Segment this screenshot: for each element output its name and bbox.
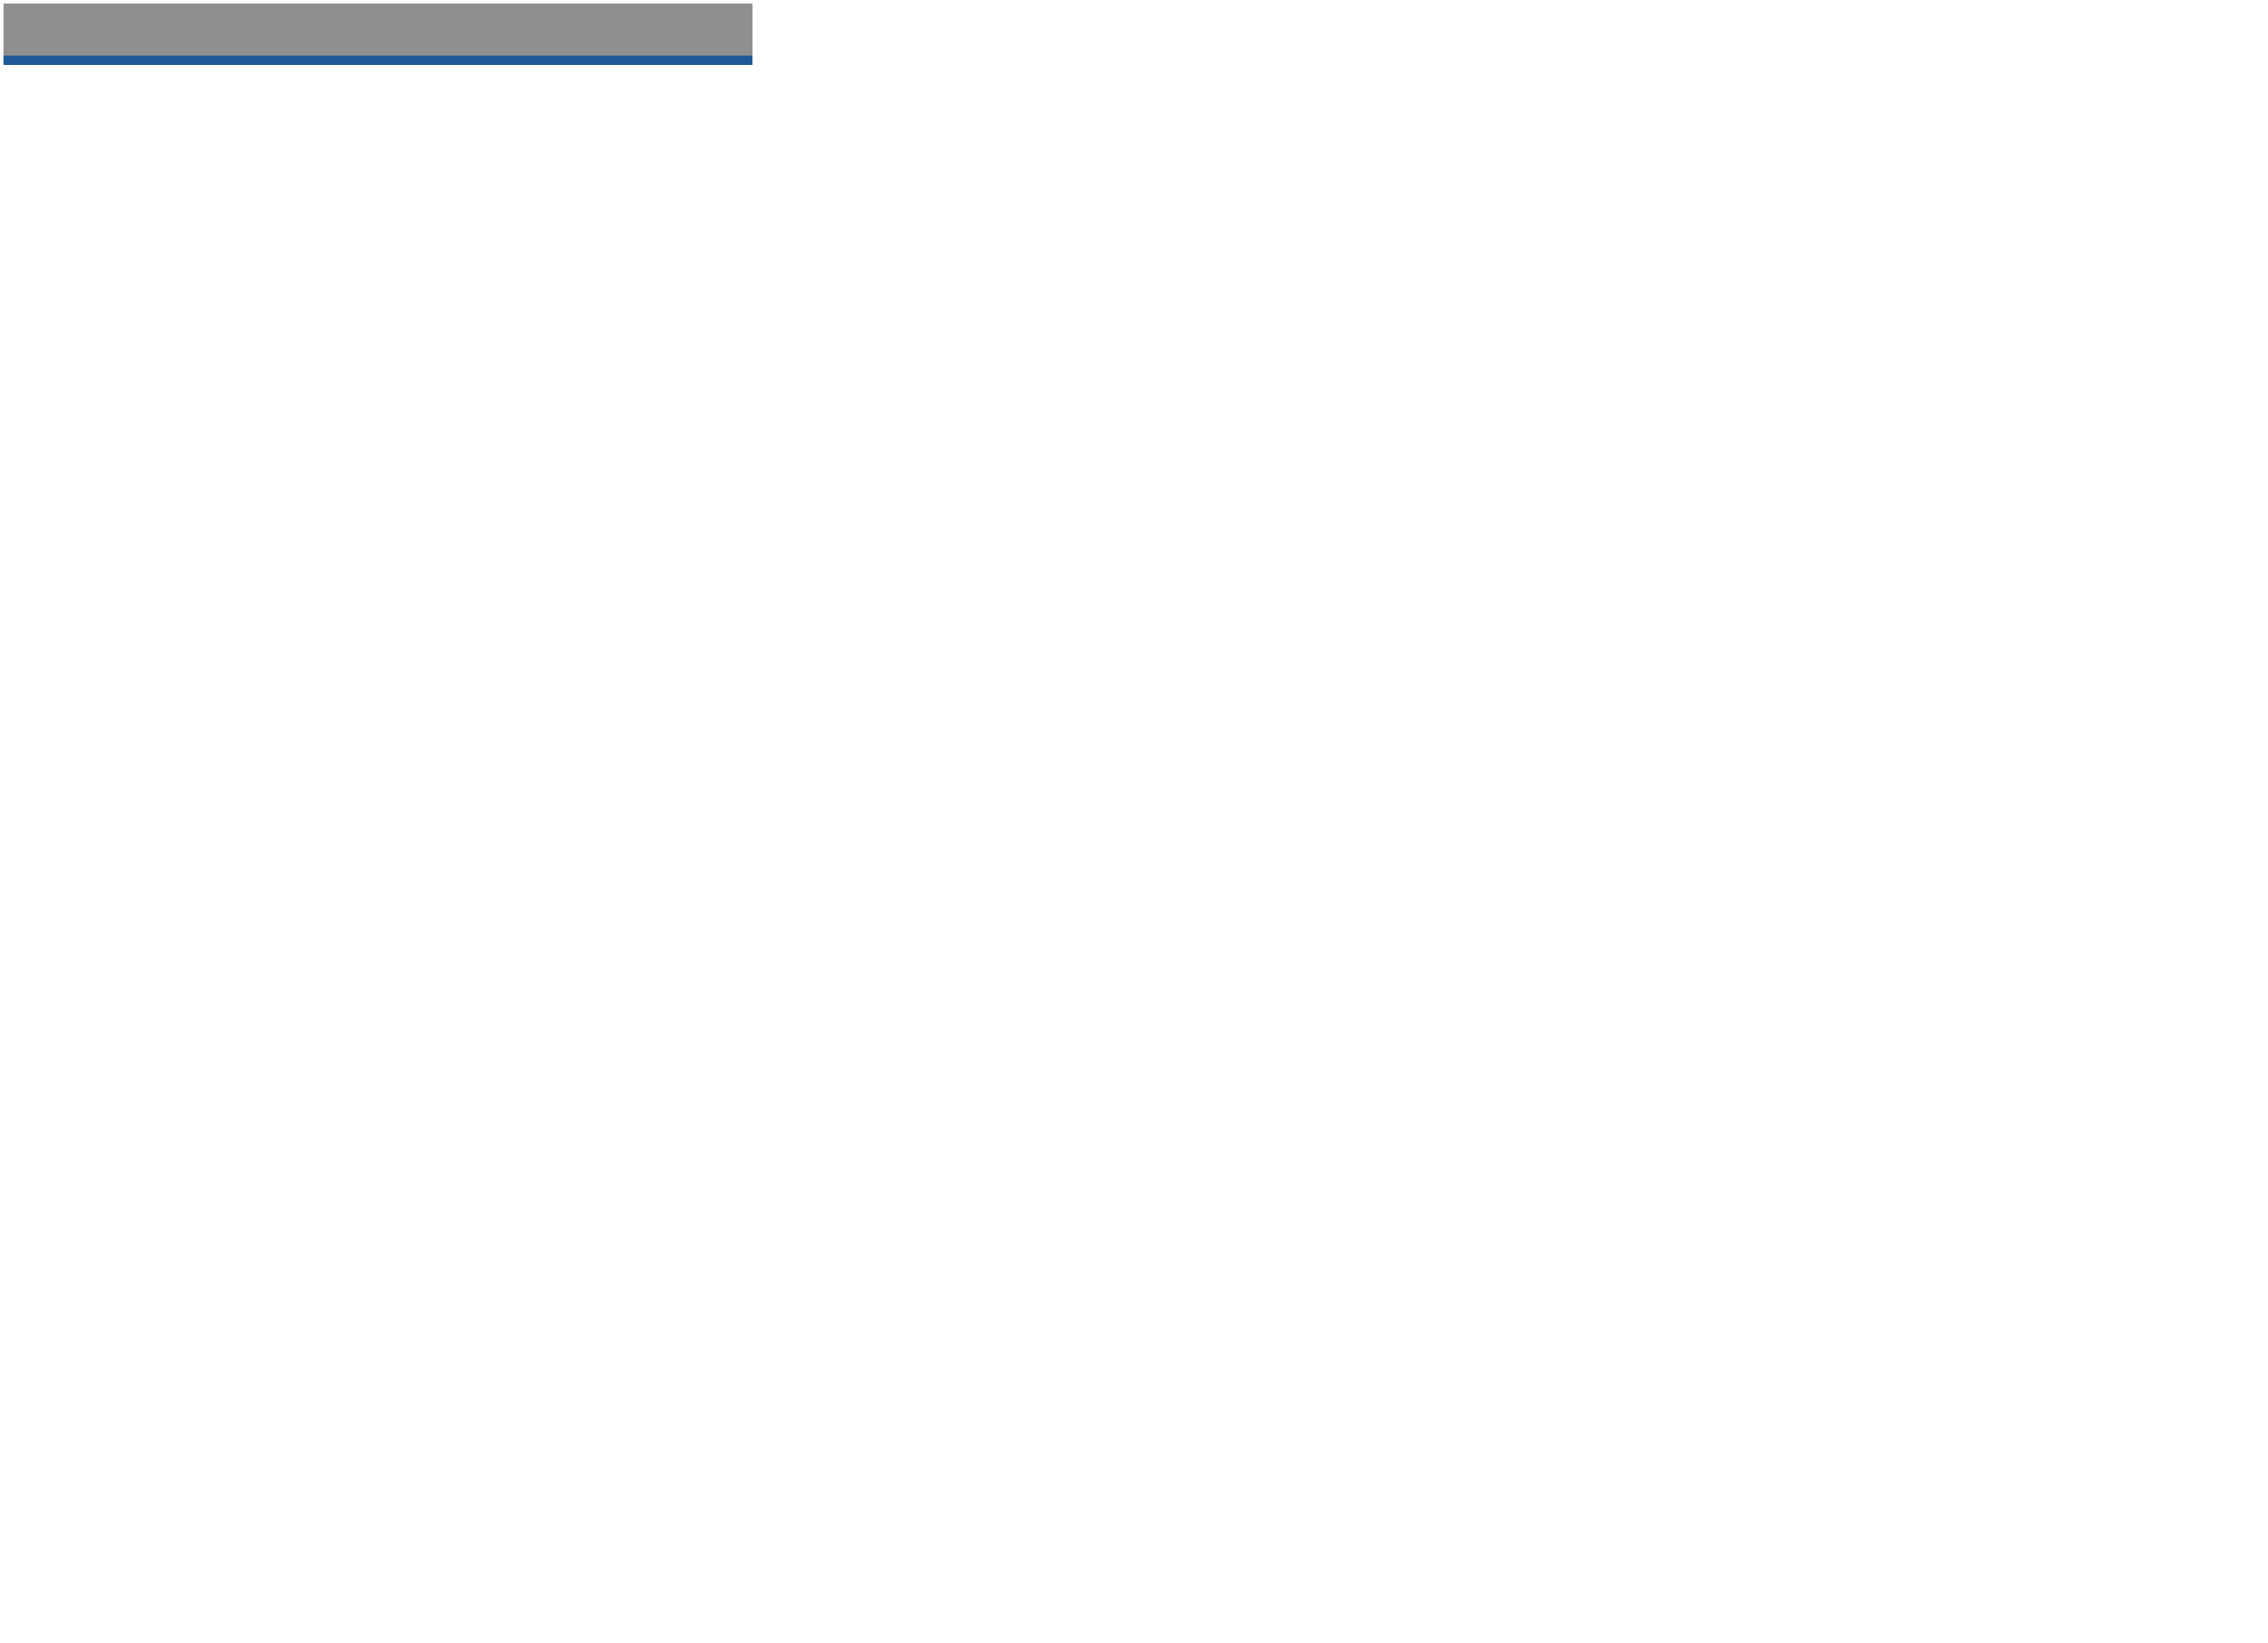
chart-container (0, 0, 756, 548)
header-accent-bar (4, 56, 752, 65)
line-chart (0, 65, 756, 548)
header-bar (4, 4, 752, 56)
